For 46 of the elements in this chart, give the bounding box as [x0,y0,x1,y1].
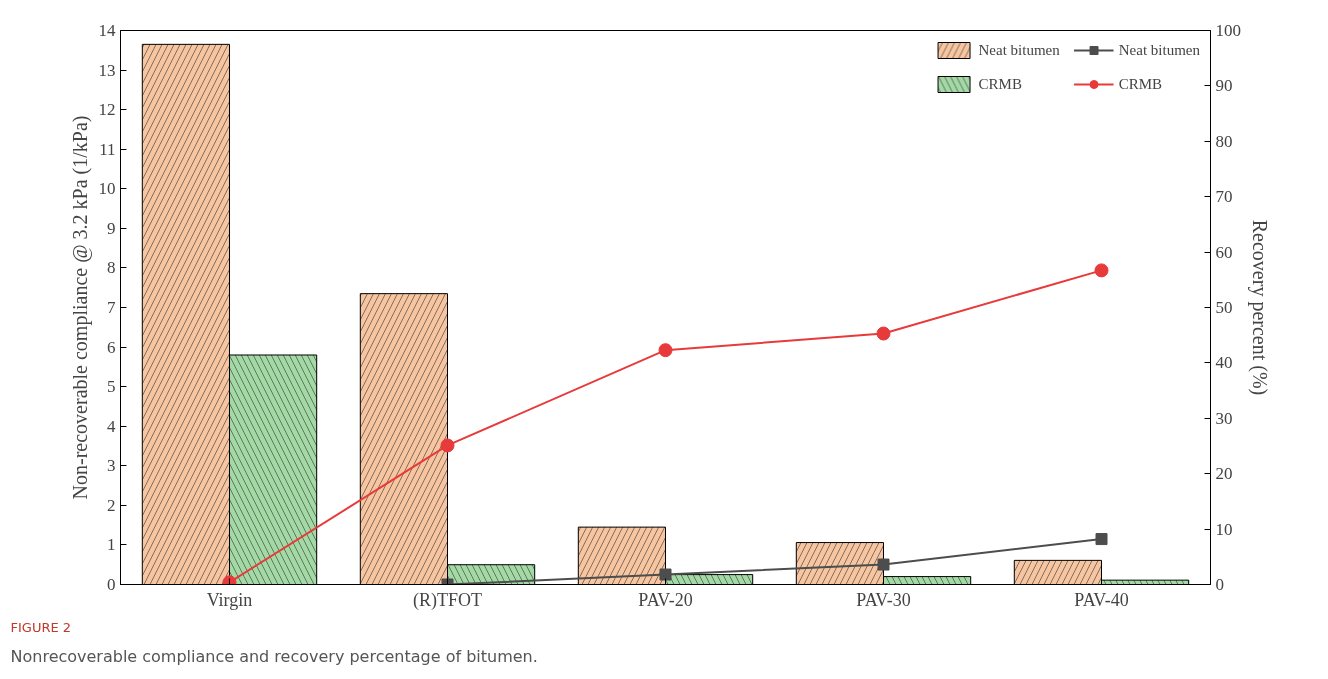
x-tick-label: PAV-20 [638,589,693,610]
point [1095,533,1108,546]
y2-tick-label: 0 [1215,575,1224,594]
text: Nonrecoverable compliance and recovery percentage of bitumen. [10,646,538,666]
y2-tick-label: 70 [1215,187,1233,207]
y2-tick-label: 20 [1215,464,1233,484]
y2-tick-label: 100 [1215,21,1241,40]
y-tick-label: 10 [98,179,116,199]
point [440,438,455,453]
point [876,326,891,341]
y-tick-label: 4 [107,416,116,436]
y-tick-label: 3 [107,456,116,476]
x-tick-label: Virgin [206,589,253,610]
y2-tick-label: 80 [1215,131,1233,151]
y-tick-label: 1 [107,535,116,555]
y2-tick-label: 30 [1215,408,1233,428]
y-tick-label: 9 [107,218,116,238]
legend-label: Neat bitumen [978,41,1060,59]
legend-label: CRMB [1118,75,1163,93]
y-tick-label: 13 [98,60,116,80]
y2-tick-label: 40 [1215,353,1233,373]
point [659,568,672,581]
y2-tick-label: 90 [1215,76,1233,96]
y-tick-label: 7 [107,298,116,317]
point [1094,263,1109,278]
legend-label: CRMB [978,75,1022,93]
y2-axis-title: Recovery percent (%) [1248,219,1271,396]
caption: FIGURE 2 [10,619,72,635]
y-tick-label: 14 [98,21,116,40]
y-axis-title: Non-recoverable compliance @ 3.2 kPa (1/kPa) [68,115,92,500]
legend-label: Neat bitumen [1118,41,1200,59]
point [658,343,673,358]
y-tick-label: 2 [107,495,116,515]
y-tick-label: 0 [107,575,116,594]
x-tick-label: PAV-30 [856,589,911,610]
y2-tick-label: 50 [1215,298,1233,317]
y-tick-label: 6 [107,337,116,357]
y-tick-label: 11 [99,139,116,159]
point [877,558,890,571]
x-tick-label: (R)TFOT [413,589,482,611]
y-tick-label: 12 [98,100,116,120]
y2-tick-label: 10 [1215,519,1233,539]
y-tick-label: 8 [107,258,116,278]
x-tick-label: PAV-40 [1074,589,1129,610]
y2-tick-label: 60 [1215,242,1233,262]
y-tick-label: 5 [107,377,116,397]
